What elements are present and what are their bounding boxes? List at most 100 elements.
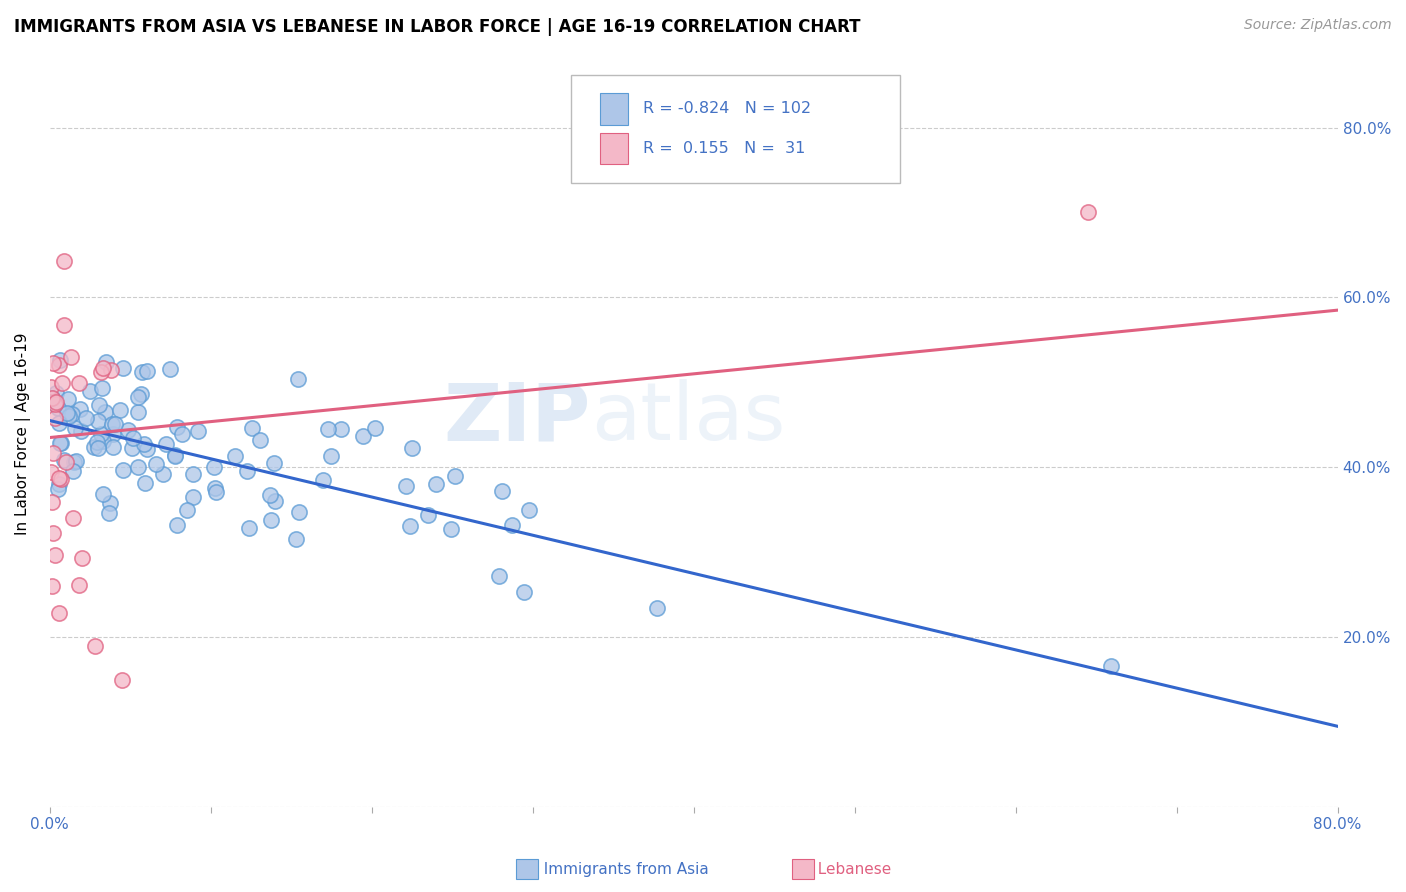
Point [44,397,66,411]
Point [127,390,149,404]
Point [55,406,77,420]
Point [117,423,139,437]
Point [60,407,83,421]
Point [46,401,69,415]
Point [42,446,65,460]
Point [70,424,93,438]
Point [108,403,131,417]
Point [319,449,342,463]
Point [93,361,115,376]
Point [96,354,118,368]
Point [44,410,66,425]
Point [56,392,79,406]
Point [41,391,63,405]
Point [91,434,114,449]
Point [443,469,465,483]
Point [75,411,97,425]
Point [48,606,70,620]
Point [129,387,152,401]
Point [62,511,84,525]
Text: ZIP: ZIP [443,379,591,458]
Point [263,456,285,470]
Point [259,487,281,501]
Point [55,455,77,469]
Point [48,358,70,372]
Point [235,464,257,478]
Point [90,426,112,441]
Point [517,503,540,517]
Point [181,467,204,482]
Text: R = -0.824   N = 102: R = -0.824 N = 102 [644,102,811,117]
Point [145,457,167,471]
Point [1099,659,1122,673]
Point [416,508,439,522]
FancyBboxPatch shape [571,75,900,183]
Point [98,496,121,510]
Point [103,427,125,442]
Point [155,437,177,451]
Point [63,420,86,434]
Point [41,465,63,479]
Point [224,450,246,464]
Point [136,364,159,378]
Point [91,381,114,395]
Point [98,506,121,520]
Point [647,601,669,615]
Point [159,362,181,376]
Point [260,514,283,528]
Point [42,355,65,369]
Point [63,455,86,469]
Point [51,376,73,390]
Point [134,475,156,490]
Point [127,405,149,419]
Point [41,380,63,394]
Point [45,394,67,409]
Point [287,372,309,386]
Point [187,424,209,438]
Point [166,420,188,434]
Point [132,436,155,450]
Point [83,639,105,653]
Point [79,384,101,398]
Point [111,462,134,476]
Text: Source: ZipAtlas.com: Source: ZipAtlas.com [1244,18,1392,32]
Point [364,420,387,434]
Point [135,442,157,456]
Text: Immigrants from Asia: Immigrants from Asia [534,863,709,877]
Point [131,365,153,379]
Text: atlas: atlas [591,379,785,458]
Point [264,493,287,508]
Point [205,485,228,500]
Point [41,392,63,406]
Point [152,467,174,481]
Point [60,350,83,364]
Point [122,431,145,445]
Point [176,503,198,517]
Point [62,464,84,478]
Point [69,402,91,417]
Point [288,505,311,519]
Text: R =  0.155   N =  31: R = 0.155 N = 31 [644,141,806,156]
Y-axis label: In Labor Force | Age 16-19: In Labor Force | Age 16-19 [15,332,31,534]
Point [49,472,72,486]
Point [512,584,534,599]
Point [87,398,110,412]
Point [491,484,513,499]
Point [86,414,108,428]
Point [249,433,271,447]
Point [330,422,353,436]
Point [53,452,76,467]
Point [352,428,374,442]
Point [181,490,204,504]
Point [65,453,87,467]
Point [104,417,127,432]
Point [67,376,90,391]
Point [90,366,112,380]
Point [165,449,187,463]
Point [45,385,67,400]
Point [48,471,70,485]
Point [127,460,149,475]
Point [94,405,117,419]
Point [111,673,134,687]
Point [100,417,122,431]
